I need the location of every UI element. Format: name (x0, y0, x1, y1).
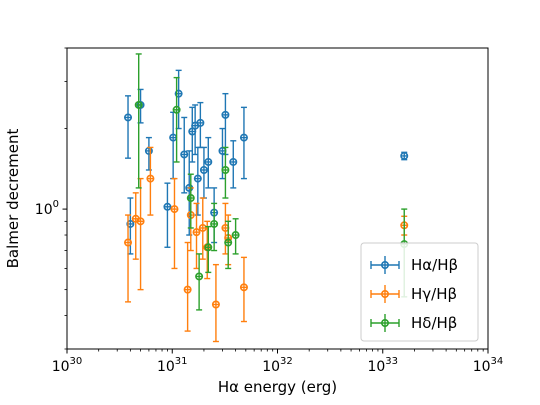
data-point (204, 157, 213, 166)
x-axis-label: Hα energy (erg) (218, 378, 337, 396)
data-point (221, 110, 230, 119)
data-point (183, 285, 192, 294)
y-axis: 100 (35, 47, 67, 350)
x-tick-label: 1032 (262, 356, 293, 375)
plot-area (124, 53, 409, 343)
legend-marker (380, 318, 389, 327)
legend-marker (380, 260, 389, 269)
data-point (146, 174, 155, 183)
data-point (204, 243, 213, 252)
data-point (224, 238, 233, 247)
x-tick-label: 1031 (157, 356, 188, 375)
data-point (199, 165, 208, 174)
data-point (198, 223, 207, 232)
data-point (124, 238, 133, 247)
data-point (170, 205, 179, 214)
data-point (136, 217, 145, 226)
data-point (174, 89, 183, 98)
x-tick-label: 1033 (367, 356, 398, 375)
y-tick-label: 100 (35, 199, 59, 218)
data-point (239, 133, 248, 142)
data-point (186, 194, 195, 203)
x-tick-label: 1030 (52, 356, 83, 375)
data-point (229, 157, 238, 166)
data-point (172, 105, 181, 114)
data-point (163, 202, 172, 211)
data-point (126, 219, 135, 228)
data-point (195, 272, 204, 281)
legend-item: Hγ/Hβ (370, 285, 457, 303)
legend-item: Hα/Hβ (370, 256, 458, 274)
legend-marker (380, 289, 389, 298)
legend-label: Hδ/Hβ (411, 314, 457, 332)
data-point (239, 283, 248, 292)
data-point (196, 118, 205, 127)
data-point (192, 228, 201, 237)
data-point (180, 150, 189, 159)
data-point (400, 151, 409, 160)
legend-label: Hγ/Hβ (411, 285, 457, 303)
data-point (134, 100, 143, 109)
x-axis: 1030 1031 1032 1033 1034 (52, 349, 504, 375)
series-1 (124, 69, 409, 255)
series-2 (124, 146, 409, 343)
y-axis-label: Balmer decrement (4, 129, 22, 269)
x-tick-label: 1034 (473, 356, 504, 375)
legend-item: Hδ/Hβ (370, 314, 457, 332)
data-point (221, 165, 230, 174)
data-point (193, 174, 202, 183)
data-point (231, 231, 240, 240)
data-point (210, 219, 219, 228)
legend: Hα/Hβ Hγ/Hβ Hδ/Hβ (360, 242, 479, 342)
legend-box (360, 242, 479, 342)
data-point (124, 113, 133, 122)
data-point (211, 300, 220, 309)
legend-label: Hα/Hβ (411, 256, 458, 274)
